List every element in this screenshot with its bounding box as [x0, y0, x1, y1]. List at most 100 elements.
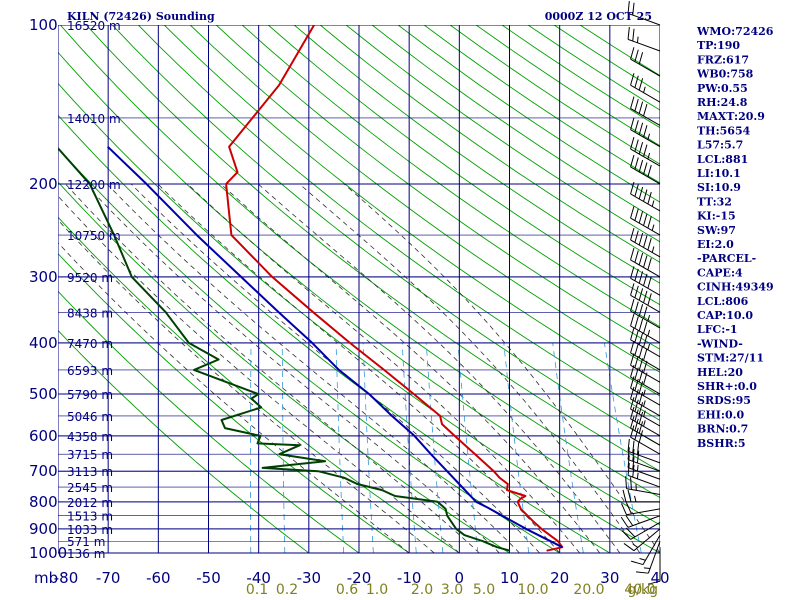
wind-barb-flag — [638, 211, 644, 224]
wind-barb-staff — [627, 515, 661, 528]
wind-barb-staff — [630, 339, 661, 358]
wind-barb-flag — [634, 316, 639, 329]
wind-barb-flag — [634, 157, 639, 170]
wind-barb-flag — [634, 230, 639, 243]
wind-barb-staff — [630, 217, 661, 236]
wind-barb-staff — [630, 408, 661, 427]
wind-barb-flag — [634, 330, 639, 343]
wind-barb-staff — [630, 166, 661, 185]
pressure-unit-label: mb — [34, 569, 58, 587]
wind-barb-flag — [643, 306, 648, 319]
wind-barb-flag — [632, 28, 635, 42]
wind-barb-staff — [627, 474, 661, 488]
wind-barb-flag — [638, 271, 644, 284]
index-line: LFC:-1 — [697, 323, 738, 336]
wind-barb-flag — [636, 571, 649, 574]
height-label: 10750 m — [67, 229, 121, 243]
index-line: CINH:49349 — [697, 281, 774, 294]
wind-barb-staff — [630, 427, 661, 446]
wind-barb-half-flag — [636, 472, 639, 479]
wind-barb-flag — [638, 52, 644, 65]
wind-barb — [630, 386, 661, 417]
index-line: SW:97 — [697, 224, 736, 237]
moist-adiabat — [85, 183, 500, 554]
wind-barb-flag — [632, 448, 635, 462]
index-line: BRN:0.7 — [697, 423, 748, 436]
wind-barb-flag — [621, 503, 627, 515]
wind-barb — [630, 181, 661, 212]
temperature-tick-label: 10 — [500, 569, 519, 587]
wind-barb-flag — [643, 125, 648, 138]
wind-barb — [630, 247, 661, 278]
wind-barb — [621, 521, 661, 540]
index-line: CAP:10.0 — [697, 309, 753, 322]
wind-barb-flag — [632, 456, 635, 470]
wind-barb-staff — [626, 488, 661, 496]
wind-barb — [621, 502, 661, 516]
mixing-ratio-tick-label: 40.0 — [624, 582, 655, 598]
temperature-tick-label: -40 — [246, 569, 271, 587]
wind-barb-flag — [630, 313, 635, 327]
wind-barb-flag — [643, 144, 648, 157]
wind-barb-flag — [630, 425, 635, 438]
height-label: 571 m — [67, 535, 105, 549]
wind-barb-half-flag — [636, 36, 639, 43]
index-line: SRDS:95 — [697, 394, 751, 407]
wind-barb-staff — [630, 84, 661, 103]
wind-barb-half-flag — [643, 410, 646, 417]
wind-barb-flag — [638, 142, 644, 155]
wind-barb-flag — [630, 117, 635, 130]
wind-barb-flag — [625, 515, 634, 526]
wind-barbs — [620, 1, 661, 585]
height-label: 5790 m — [67, 388, 113, 402]
temperature-tick-label: 20 — [550, 569, 569, 587]
wind-barb-flag — [647, 257, 652, 271]
wind-barb — [630, 154, 661, 185]
wind-barb-flag — [630, 181, 635, 195]
index-line: MAXT:20.9 — [697, 110, 765, 123]
wind-barb-flag — [627, 438, 630, 452]
height-label: 3113 m — [67, 465, 113, 479]
wind-barb-flag — [632, 2, 635, 16]
wind-barb-flag — [638, 122, 644, 135]
wind-barb-flag — [625, 502, 632, 515]
wind-barb-half-flag — [643, 420, 646, 427]
wind-barb-flag — [634, 98, 639, 112]
wind-barb-flag — [638, 186, 644, 200]
wind-barb-staff — [630, 418, 661, 437]
wind-barb-half-flag — [643, 86, 646, 93]
wind-barb-flag — [630, 206, 635, 219]
wind-barb-flag — [638, 332, 644, 345]
temperature-tick-label: 40 — [650, 569, 669, 587]
wind-barb-staff — [630, 376, 661, 395]
wind-barb — [630, 353, 661, 383]
wind-barb-flag — [625, 527, 636, 538]
wind-barb — [627, 1, 661, 26]
wind-barb-staff — [633, 528, 661, 552]
wind-barb-flag — [643, 335, 648, 348]
wind-barb-flag — [647, 191, 652, 205]
wind-barb-flag — [634, 75, 639, 88]
wind-barb — [627, 463, 661, 488]
wind-barb-flag — [630, 73, 635, 86]
pressure-tick-label: 700 — [29, 462, 58, 480]
wind-barb-half-flag — [643, 567, 651, 569]
wind-barb-flag — [638, 430, 644, 443]
wind-barb-staff — [630, 108, 661, 126]
wind-barb-flag — [638, 345, 644, 359]
wind-barb-half-flag — [647, 315, 651, 322]
wind-barb — [630, 137, 661, 167]
wind-barb-flag — [647, 237, 652, 251]
wind-barb-flag — [638, 411, 644, 425]
wind-barb-half-flag — [651, 200, 655, 207]
wind-barb-flag — [630, 283, 635, 296]
wind-barb-flag — [643, 360, 648, 373]
wind-barb-half-flag — [647, 343, 651, 350]
wind-barb-flag — [630, 416, 635, 429]
wind-barb-flag — [623, 543, 635, 552]
wind-barb-half-flag — [643, 389, 646, 396]
moist-adiabat — [58, 242, 410, 554]
wind-barb-flag — [638, 318, 644, 332]
